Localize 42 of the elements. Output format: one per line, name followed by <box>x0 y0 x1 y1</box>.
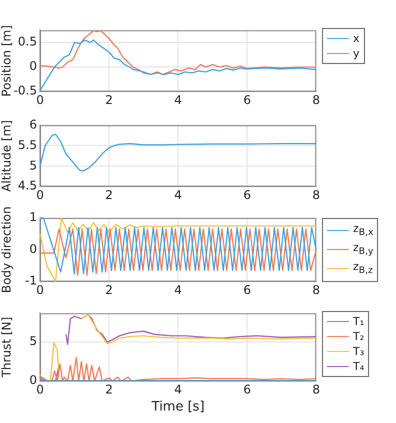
y-tick-label: 1 <box>29 210 37 224</box>
x-tick-label: 2 <box>105 282 113 297</box>
x-tick-label: 8 <box>312 382 320 396</box>
y-tick-label: 0 <box>29 242 37 256</box>
y-axis-title: Thrust [N] <box>0 316 14 378</box>
legend-label: T₂ <box>353 329 364 344</box>
y-tick-label: 0.5 <box>18 34 37 49</box>
x-axis-title: Time [s] <box>150 400 205 415</box>
y-axis-title: Altitude [m] <box>0 120 14 192</box>
legend-label: z$_{B,x}$ <box>353 221 374 240</box>
y-tick-label: 0 <box>29 373 37 388</box>
y-tick-label: -0.5 <box>14 84 37 98</box>
y-tick-label: 5 <box>29 158 37 172</box>
legend-label: y <box>353 46 360 61</box>
legend-label: z$_{B,z}$ <box>353 259 373 279</box>
legend-label: T₄ <box>353 359 364 374</box>
y-tick-label: 6 <box>29 117 37 132</box>
x-tick-label: 8 <box>312 282 320 297</box>
x-tick-label: 4 <box>174 92 182 107</box>
x-tick-label: 4 <box>174 282 182 297</box>
x-tick-label: 2 <box>105 188 113 202</box>
legend-label: z$_{B,y}$ <box>353 240 374 260</box>
y-tick-label: 4.5 <box>18 178 37 193</box>
x-tick-label: 6 <box>243 92 251 107</box>
y-tick-label: 5.5 <box>18 138 37 152</box>
legend-label: T₃ <box>353 344 364 359</box>
y-tick-label: 5 <box>29 334 37 348</box>
x-tick-label: 2 <box>105 382 113 396</box>
x-tick-label: 8 <box>312 92 320 107</box>
y-axis-title: Position [m] <box>0 25 14 97</box>
x-tick-label: 4 <box>174 382 182 396</box>
x-tick-label: 6 <box>243 188 251 202</box>
x-tick-label: 8 <box>312 188 320 202</box>
x-tick-label: 6 <box>243 382 251 396</box>
x-tick-label: 6 <box>243 282 251 297</box>
x-tick-label: 4 <box>174 188 182 202</box>
y-axis-title: Body direction <box>0 206 14 294</box>
y-tick-label: 0 <box>29 59 37 74</box>
legend-label: x <box>353 31 360 46</box>
x-tick-label: 2 <box>105 92 113 107</box>
legend-label: T₁ <box>353 314 364 329</box>
y-tick-label: -1 <box>25 274 37 288</box>
